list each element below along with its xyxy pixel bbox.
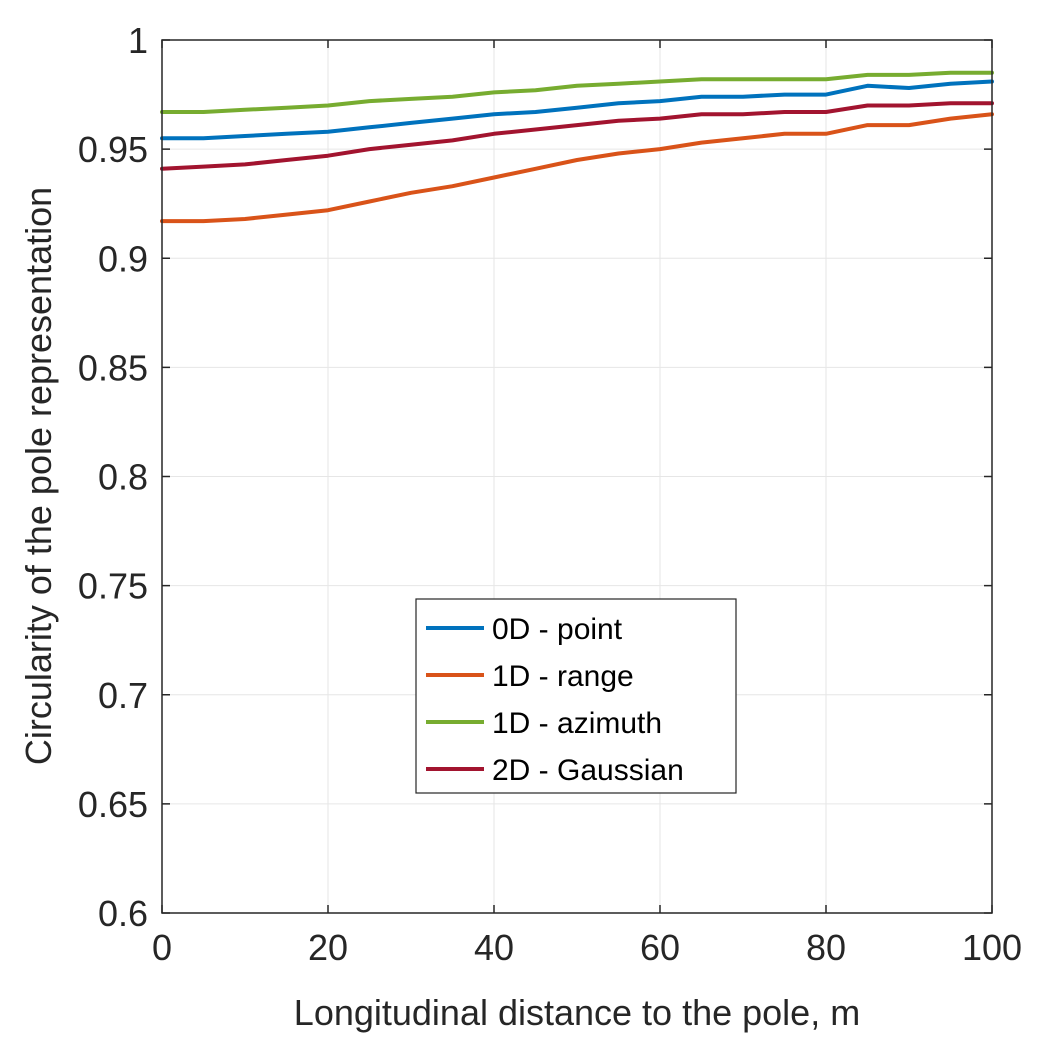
legend-box bbox=[415, 598, 737, 794]
legend-entry-label: 0D - point bbox=[492, 613, 623, 646]
x-tick-label: 20 bbox=[308, 927, 348, 968]
legend: 0D - point 1D - range 1D - azimuth 2D - Gau… bbox=[415, 598, 737, 794]
y-tick-label: 0.9 bbox=[98, 238, 148, 279]
y-tick-label: 0.85 bbox=[78, 347, 148, 388]
y-tick-label: 0.65 bbox=[78, 784, 148, 825]
grid-lines bbox=[162, 40, 992, 913]
x-tick-label: 0 bbox=[152, 927, 172, 968]
y-axis-label: Circularity of the pole representation bbox=[18, 187, 59, 765]
y-tick-label: 1 bbox=[128, 20, 148, 61]
legend-entry-label: 1D - range bbox=[492, 660, 634, 693]
series-line-1d-azimuth bbox=[160, 70, 994, 114]
y-tick-label: 0.95 bbox=[78, 129, 148, 170]
x-tick-label: 80 bbox=[806, 927, 846, 968]
y-tick-label: 0.6 bbox=[98, 893, 148, 934]
axis-ticks: 0 20 40 60 80 100 0.6 0.65 0.7 0.75 0.8 0.85 0.9 0.95… bbox=[78, 20, 1022, 968]
series-line-2d-gaussian bbox=[160, 101, 994, 171]
y-tick-label: 0.8 bbox=[98, 457, 148, 498]
legend-entry-label: 2D - Gaussian bbox=[492, 754, 684, 787]
x-axis-label: Longitudinal distance to the pole, m bbox=[294, 992, 860, 1033]
x-tick-label: 100 bbox=[962, 927, 1022, 968]
x-tick-label: 40 bbox=[474, 927, 514, 968]
series-line-1d-range bbox=[160, 112, 994, 224]
y-tick-label: 0.75 bbox=[78, 566, 148, 607]
series-line-0d-point bbox=[160, 79, 994, 141]
series-lines bbox=[160, 70, 994, 224]
legend-entry-label: 1D - azimuth bbox=[492, 707, 662, 740]
y-tick-label: 0.7 bbox=[98, 675, 148, 716]
x-tick-label: 60 bbox=[640, 927, 680, 968]
